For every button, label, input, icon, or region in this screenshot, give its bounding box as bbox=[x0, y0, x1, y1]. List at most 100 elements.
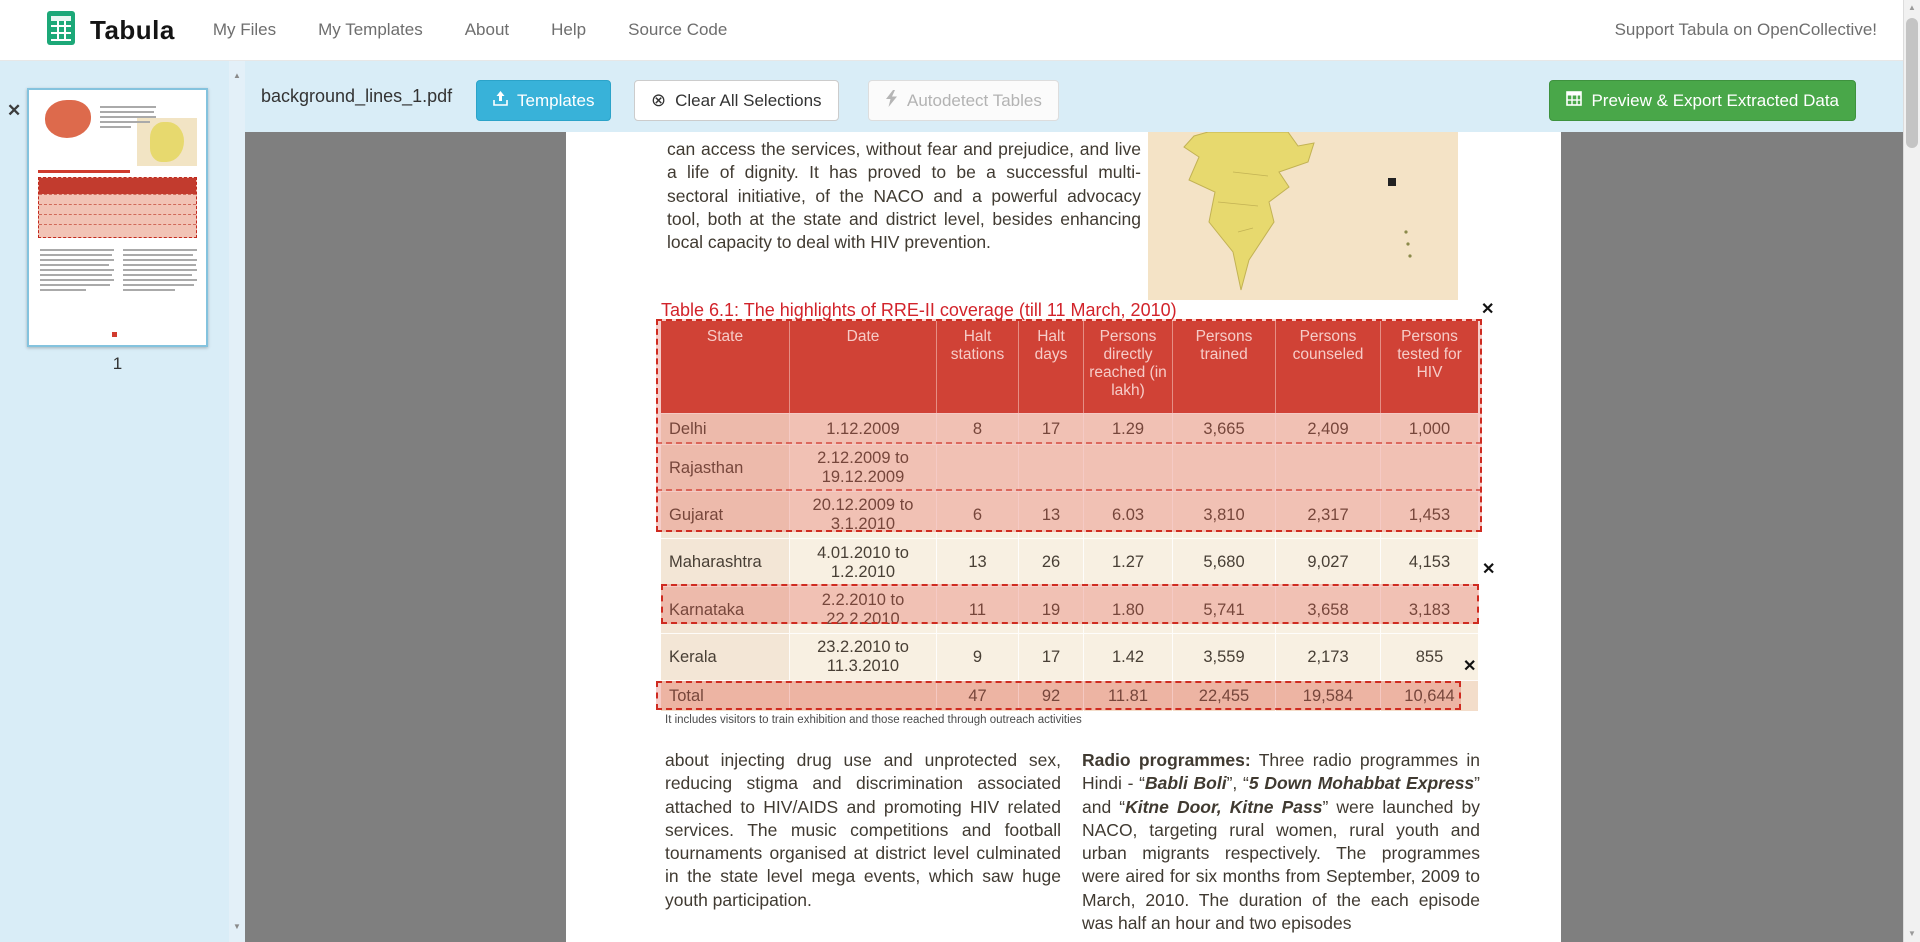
sidebar-scrollbar: ▲ ▼ bbox=[229, 61, 245, 942]
opencollective-link[interactable]: Support Tabula on OpenCollective! bbox=[1614, 20, 1877, 39]
table-selection-3[interactable] bbox=[656, 681, 1461, 710]
pdf-viewport: can access the services, without fear an… bbox=[245, 132, 1903, 942]
table-cell bbox=[790, 680, 937, 711]
pages-sidebar: ✕ 1 ▲ ▼ bbox=[0, 61, 245, 942]
thumb-text-line bbox=[122, 278, 198, 281]
thumb-text-line bbox=[122, 283, 195, 286]
table-cell: 2.2.2010 to 22.2.2010 bbox=[790, 586, 937, 633]
table-cell: 1.80 bbox=[1084, 586, 1173, 633]
nav-item-help[interactable]: Help bbox=[551, 20, 587, 39]
table-cell: 1.29 bbox=[1084, 413, 1173, 444]
selection-close-button-3[interactable]: ✕ bbox=[1463, 658, 1477, 675]
export-button-label: Preview & Export Extracted Data bbox=[1591, 90, 1839, 110]
sidebar-scroll-up-icon[interactable]: ▲ bbox=[233, 71, 241, 80]
table-footnote: It includes visitors to train exhibition… bbox=[665, 714, 1082, 726]
body-text-left-column: about injecting drug use and unprotected… bbox=[665, 750, 1061, 910]
window-scrollbar-thumb[interactable] bbox=[1906, 18, 1918, 148]
thumb-text-line bbox=[122, 268, 198, 271]
thumb-text-line bbox=[39, 288, 86, 291]
table-cell bbox=[1381, 444, 1478, 491]
table-cell: Maharashtra bbox=[661, 538, 790, 586]
table-selection-1[interactable] bbox=[656, 319, 1482, 532]
clear-circle-x-icon: ⊗ bbox=[651, 90, 667, 110]
table-header-cell: Persons counseled bbox=[1276, 321, 1381, 413]
templates-button[interactable]: Templates bbox=[476, 80, 612, 121]
table-cell: 10,644 bbox=[1381, 680, 1478, 711]
table-cell: 19,584 bbox=[1276, 680, 1381, 711]
thumb-selection-marker bbox=[112, 332, 118, 338]
window-scroll-up-icon[interactable]: ▲ bbox=[1908, 3, 1916, 12]
tabula-logo-icon bbox=[42, 9, 80, 52]
table-cell: 22,455 bbox=[1173, 680, 1276, 711]
nav-item-source-code[interactable]: Source Code bbox=[628, 20, 728, 39]
map-legend-swatch bbox=[1388, 178, 1396, 186]
table-cell: Karnataka bbox=[661, 586, 790, 633]
table-header-cell: Halt days bbox=[1019, 321, 1084, 413]
table-header-cell: Halt stations bbox=[937, 321, 1019, 413]
intro-paragraph: can access the services, without fear an… bbox=[667, 139, 1141, 253]
table-cell bbox=[1084, 444, 1173, 491]
table-cell: 92 bbox=[1019, 680, 1084, 711]
nav-item-my-templates[interactable]: My Templates bbox=[318, 20, 423, 39]
table-cell: 2.12.2009 to 19.12.2009 bbox=[790, 444, 937, 491]
thumb-text-line bbox=[99, 110, 155, 113]
brand-title: Tabula bbox=[90, 14, 175, 45]
thumb-text-line bbox=[122, 258, 198, 261]
thumb-map-yellow bbox=[136, 118, 198, 167]
table-header-cell: State bbox=[661, 321, 790, 413]
table-cell: Delhi bbox=[661, 413, 790, 444]
thumb-text-line bbox=[122, 263, 196, 266]
window-scrollbar: ▲ ▼ bbox=[1903, 0, 1920, 942]
thumb-text-line bbox=[39, 253, 112, 256]
text-segment: Radio programmes: bbox=[1082, 750, 1251, 770]
body-text-right-column: Radio programmes: Three radio programmes… bbox=[1082, 749, 1480, 935]
templates-button-label: Templates bbox=[517, 90, 595, 110]
table-cell: 3,658 bbox=[1276, 586, 1381, 633]
table-cell bbox=[1173, 444, 1276, 491]
thumb-text-line bbox=[99, 125, 131, 128]
table-cell: 9 bbox=[937, 633, 1019, 680]
selection-close-button-2[interactable]: ✕ bbox=[1482, 561, 1496, 578]
table-cell: 4,153 bbox=[1381, 538, 1478, 586]
sidebar-scroll-down-icon[interactable]: ▼ bbox=[233, 922, 241, 931]
table-header-cell: Date bbox=[790, 321, 937, 413]
thumb-text-column-right bbox=[122, 246, 198, 294]
nav-item-about[interactable]: About bbox=[464, 20, 510, 39]
thumb-text-line bbox=[99, 120, 150, 123]
table-cell: 1.42 bbox=[1084, 633, 1173, 680]
table-cell: 5,680 bbox=[1173, 538, 1276, 586]
table-cell: Rajasthan bbox=[661, 444, 790, 491]
thumb-table-title-line bbox=[37, 170, 130, 174]
table-cell: 1.12.2009 bbox=[790, 413, 937, 444]
page-number: 1 bbox=[112, 354, 123, 373]
preview-export-button[interactable]: Preview & Export Extracted Data bbox=[1549, 80, 1856, 121]
table-cell: 23.2.2010 to 11.3.2010 bbox=[790, 633, 937, 680]
thumb-text-line bbox=[122, 253, 194, 256]
pdf-page[interactable]: can access the services, without fear an… bbox=[566, 132, 1561, 942]
top-navbar: Tabula My Files My Templates About Help Sour… bbox=[0, 0, 1903, 61]
page-thumbnail[interactable] bbox=[27, 88, 208, 347]
table-cell: Total bbox=[661, 680, 790, 711]
document-toolbar: background_lines_1.pdf Templates ⊗ Clear… bbox=[245, 61, 1903, 132]
tabula-logo-home-link[interactable]: Tabula bbox=[42, 9, 175, 52]
table-cell: 17 bbox=[1019, 413, 1084, 444]
table-cell: 47 bbox=[937, 680, 1019, 711]
table-header-cell: Persons directly reached (in lakh) bbox=[1084, 321, 1173, 413]
table-title: Table 6.1: The highlights of RRE-II cove… bbox=[661, 300, 1177, 320]
thumb-text-line bbox=[99, 105, 157, 108]
thumb-text-line bbox=[99, 115, 157, 118]
nav-item-my-files[interactable]: My Files bbox=[212, 20, 277, 39]
thumb-text-line bbox=[122, 288, 175, 291]
autodetect-tables-button: Autodetect Tables bbox=[868, 80, 1059, 121]
thumb-text-line bbox=[122, 248, 198, 251]
table-cell: 1,000 bbox=[1381, 413, 1478, 444]
table-cell: 4.01.2010 to 1.2.2010 bbox=[790, 538, 937, 586]
window-scroll-down-icon[interactable]: ▼ bbox=[1908, 929, 1916, 938]
table-selection-2[interactable] bbox=[661, 584, 1479, 624]
clear-all-selections-button[interactable]: ⊗ Clear All Selections bbox=[634, 80, 839, 121]
selection-row-divider bbox=[656, 489, 1482, 491]
remove-page-button[interactable]: ✕ bbox=[7, 101, 22, 120]
selection-close-button-1[interactable]: ✕ bbox=[1481, 301, 1495, 318]
table-cell: 855 bbox=[1381, 633, 1478, 680]
table-grid-icon bbox=[1566, 90, 1583, 111]
